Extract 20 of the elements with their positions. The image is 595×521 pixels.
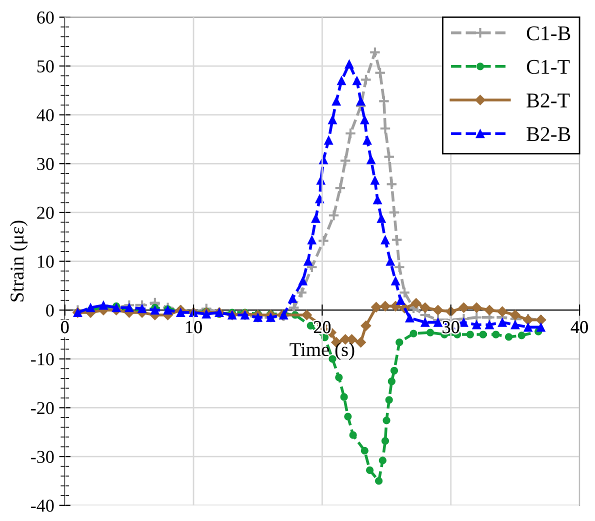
y-tick-label: -30 bbox=[31, 450, 54, 463]
y-tick-label: -20 bbox=[31, 402, 54, 414]
x-tick-label: 0 bbox=[61, 321, 69, 334]
x-tick-label: 10 bbox=[186, 321, 202, 334]
x-tick-label: 40 bbox=[570, 321, 588, 334]
legend-label: C1-T bbox=[526, 60, 570, 74]
y-tick-label: -40 bbox=[31, 500, 54, 512]
y-tick-label: 30 bbox=[37, 158, 54, 170]
y-tick-label: 60 bbox=[37, 11, 54, 24]
y-tick-label: 20 bbox=[37, 206, 54, 219]
x-axis-title: Time (s) bbox=[290, 342, 354, 360]
legend-label: C1-B bbox=[526, 26, 570, 40]
y-axis-title: Strain (με) bbox=[10, 220, 28, 302]
y-tick-label: -10 bbox=[31, 353, 54, 366]
y-tick-label: 10 bbox=[38, 256, 54, 268]
y-tick-label: 0 bbox=[46, 304, 54, 317]
y-tick-label: 40 bbox=[36, 109, 54, 122]
y-tick-label: 50 bbox=[37, 60, 54, 72]
legend-label: B2-T bbox=[526, 94, 570, 108]
legend-label: B2-B bbox=[526, 127, 570, 141]
